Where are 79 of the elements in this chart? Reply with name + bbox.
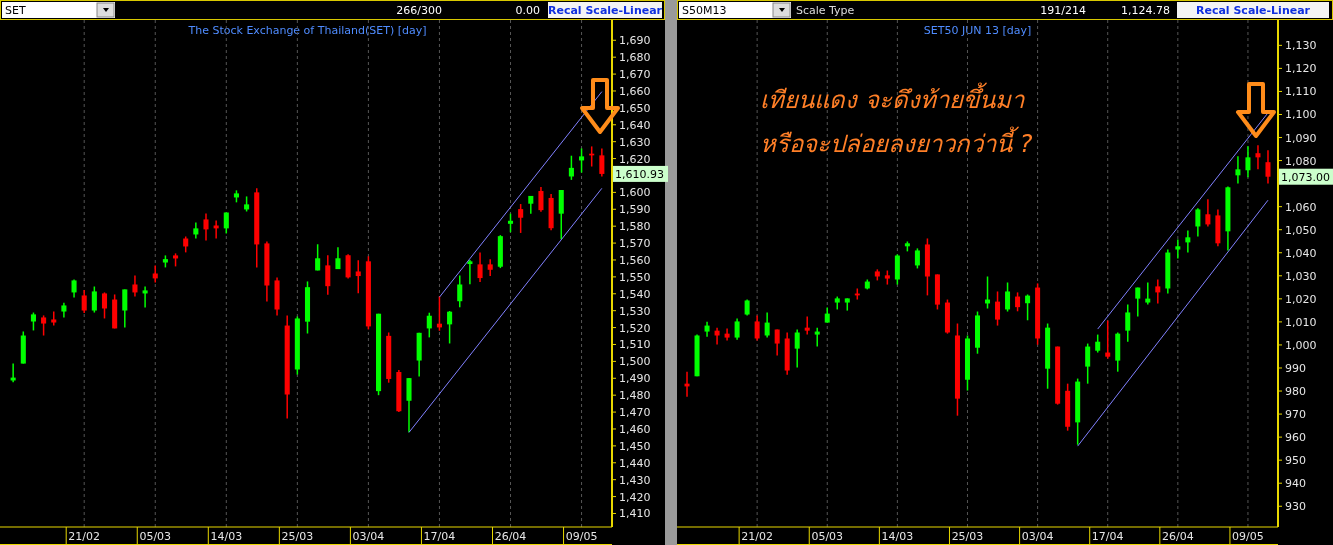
x-tick-label: 25/03 bbox=[281, 530, 314, 543]
y-tick-label: 1,090 bbox=[1285, 131, 1317, 145]
y-tick-label: 1,540 bbox=[619, 287, 651, 301]
y-tick-label: 960 bbox=[1285, 431, 1306, 445]
y-tick-label: 1,410 bbox=[619, 507, 651, 521]
text: Recal Scale-Linear bbox=[547, 4, 663, 17]
y-tick-label: 1,490 bbox=[619, 372, 651, 386]
y-tick-label: 1,100 bbox=[1285, 108, 1317, 122]
y-tick-label: 1,040 bbox=[1285, 246, 1317, 260]
y-tick-label: 1,620 bbox=[619, 152, 651, 166]
x-tick-label: 17/04 bbox=[1091, 530, 1124, 543]
y-tick-label: 1,660 bbox=[619, 84, 651, 98]
y-tick-label: 1,500 bbox=[619, 355, 651, 369]
y-tick-label: 1,120 bbox=[1285, 62, 1317, 76]
x-tick-label: 14/03 bbox=[881, 530, 914, 543]
text: S50M13 bbox=[682, 4, 727, 17]
y-tick-label: 1,470 bbox=[619, 406, 651, 420]
text: 1,610.93 bbox=[615, 167, 664, 181]
y-tick-label: 990 bbox=[1285, 361, 1306, 375]
y-tick-label: 1,530 bbox=[619, 304, 651, 318]
y-tick-label: 1,690 bbox=[619, 34, 651, 48]
y-tick-label: 950 bbox=[1285, 454, 1306, 468]
y-tick-label: 1,010 bbox=[1285, 315, 1317, 329]
x-tick-label: 14/03 bbox=[210, 530, 243, 543]
chart-title: The Stock Exchange of Thailand(SET) [day] bbox=[187, 24, 427, 37]
y-tick-label: 1,670 bbox=[619, 68, 651, 82]
y-tick-label: 1,570 bbox=[619, 237, 651, 251]
y-tick-label: 1,060 bbox=[1285, 200, 1317, 214]
x-tick-label: 03/04 bbox=[352, 530, 385, 543]
y-tick-label: 1,590 bbox=[619, 203, 651, 217]
text: SET bbox=[5, 4, 26, 17]
y-tick-label: 930 bbox=[1285, 500, 1306, 514]
y-tick-label: 1,630 bbox=[619, 135, 651, 149]
x-tick-label: 09/05 bbox=[565, 530, 598, 543]
x-tick-label: 17/04 bbox=[423, 530, 456, 543]
y-tick-label: 1,510 bbox=[619, 338, 651, 352]
text: Recal Scale-Linear bbox=[1195, 4, 1311, 17]
y-tick-label: 1,000 bbox=[1285, 338, 1317, 352]
chart-title: SET50 JUN 13 [day] bbox=[923, 24, 1032, 37]
y-tick-label: 1,600 bbox=[619, 186, 651, 200]
y-tick-label: 1,430 bbox=[619, 473, 651, 487]
y-tick-label: 980 bbox=[1285, 385, 1306, 399]
y-tick-label: 1,030 bbox=[1285, 269, 1317, 283]
x-tick-label: 03/04 bbox=[1021, 530, 1054, 543]
y-tick-label: 1,550 bbox=[619, 270, 651, 284]
text: 191/214 bbox=[1040, 4, 1086, 17]
y-tick-label: 1,450 bbox=[619, 439, 651, 453]
annotation: เทียนแดง จะดึงท้ายขึ้นมา bbox=[760, 82, 1026, 114]
x-tick-label: 05/03 bbox=[139, 530, 172, 543]
x-tick-label: 26/04 bbox=[1161, 530, 1194, 543]
annotation: หรือจะปล่อยลงยาวกว่านี้ ? bbox=[760, 126, 1033, 158]
y-tick-label: 1,680 bbox=[619, 51, 651, 65]
y-tick-label: 1,440 bbox=[619, 456, 651, 470]
y-tick-label: 1,020 bbox=[1285, 292, 1317, 306]
y-tick-label: 1,080 bbox=[1285, 154, 1317, 168]
y-tick-label: 940 bbox=[1285, 477, 1306, 491]
y-tick-label: 1,130 bbox=[1285, 39, 1317, 53]
x-tick-label: 25/03 bbox=[951, 530, 984, 543]
y-tick-label: 1,640 bbox=[619, 118, 651, 132]
x-tick-label: 09/05 bbox=[1232, 530, 1264, 543]
y-tick-label: 1,520 bbox=[619, 321, 651, 335]
text: 0.00 bbox=[515, 4, 540, 17]
text: 1,073.00 bbox=[1281, 170, 1330, 184]
y-tick-label: 1,650 bbox=[619, 101, 651, 115]
text: 266/300 bbox=[396, 4, 442, 17]
y-tick-label: 1,420 bbox=[619, 490, 651, 504]
y-tick-label: 1,460 bbox=[619, 422, 651, 436]
x-tick-label: 21/02 bbox=[741, 530, 773, 543]
y-tick-label: 1,110 bbox=[1285, 85, 1317, 99]
text: Scale Type bbox=[796, 4, 855, 17]
x-tick-label: 05/03 bbox=[811, 530, 844, 543]
text: 1,124.78 bbox=[1121, 4, 1170, 17]
y-tick-label: 1,580 bbox=[619, 220, 651, 234]
y-tick-label: 1,480 bbox=[619, 389, 651, 403]
y-tick-label: 1,050 bbox=[1285, 223, 1317, 237]
x-tick-label: 26/04 bbox=[494, 530, 527, 543]
x-tick-label: 21/02 bbox=[68, 530, 101, 543]
y-tick-label: 970 bbox=[1285, 408, 1306, 422]
y-tick-label: 1,560 bbox=[619, 253, 651, 267]
